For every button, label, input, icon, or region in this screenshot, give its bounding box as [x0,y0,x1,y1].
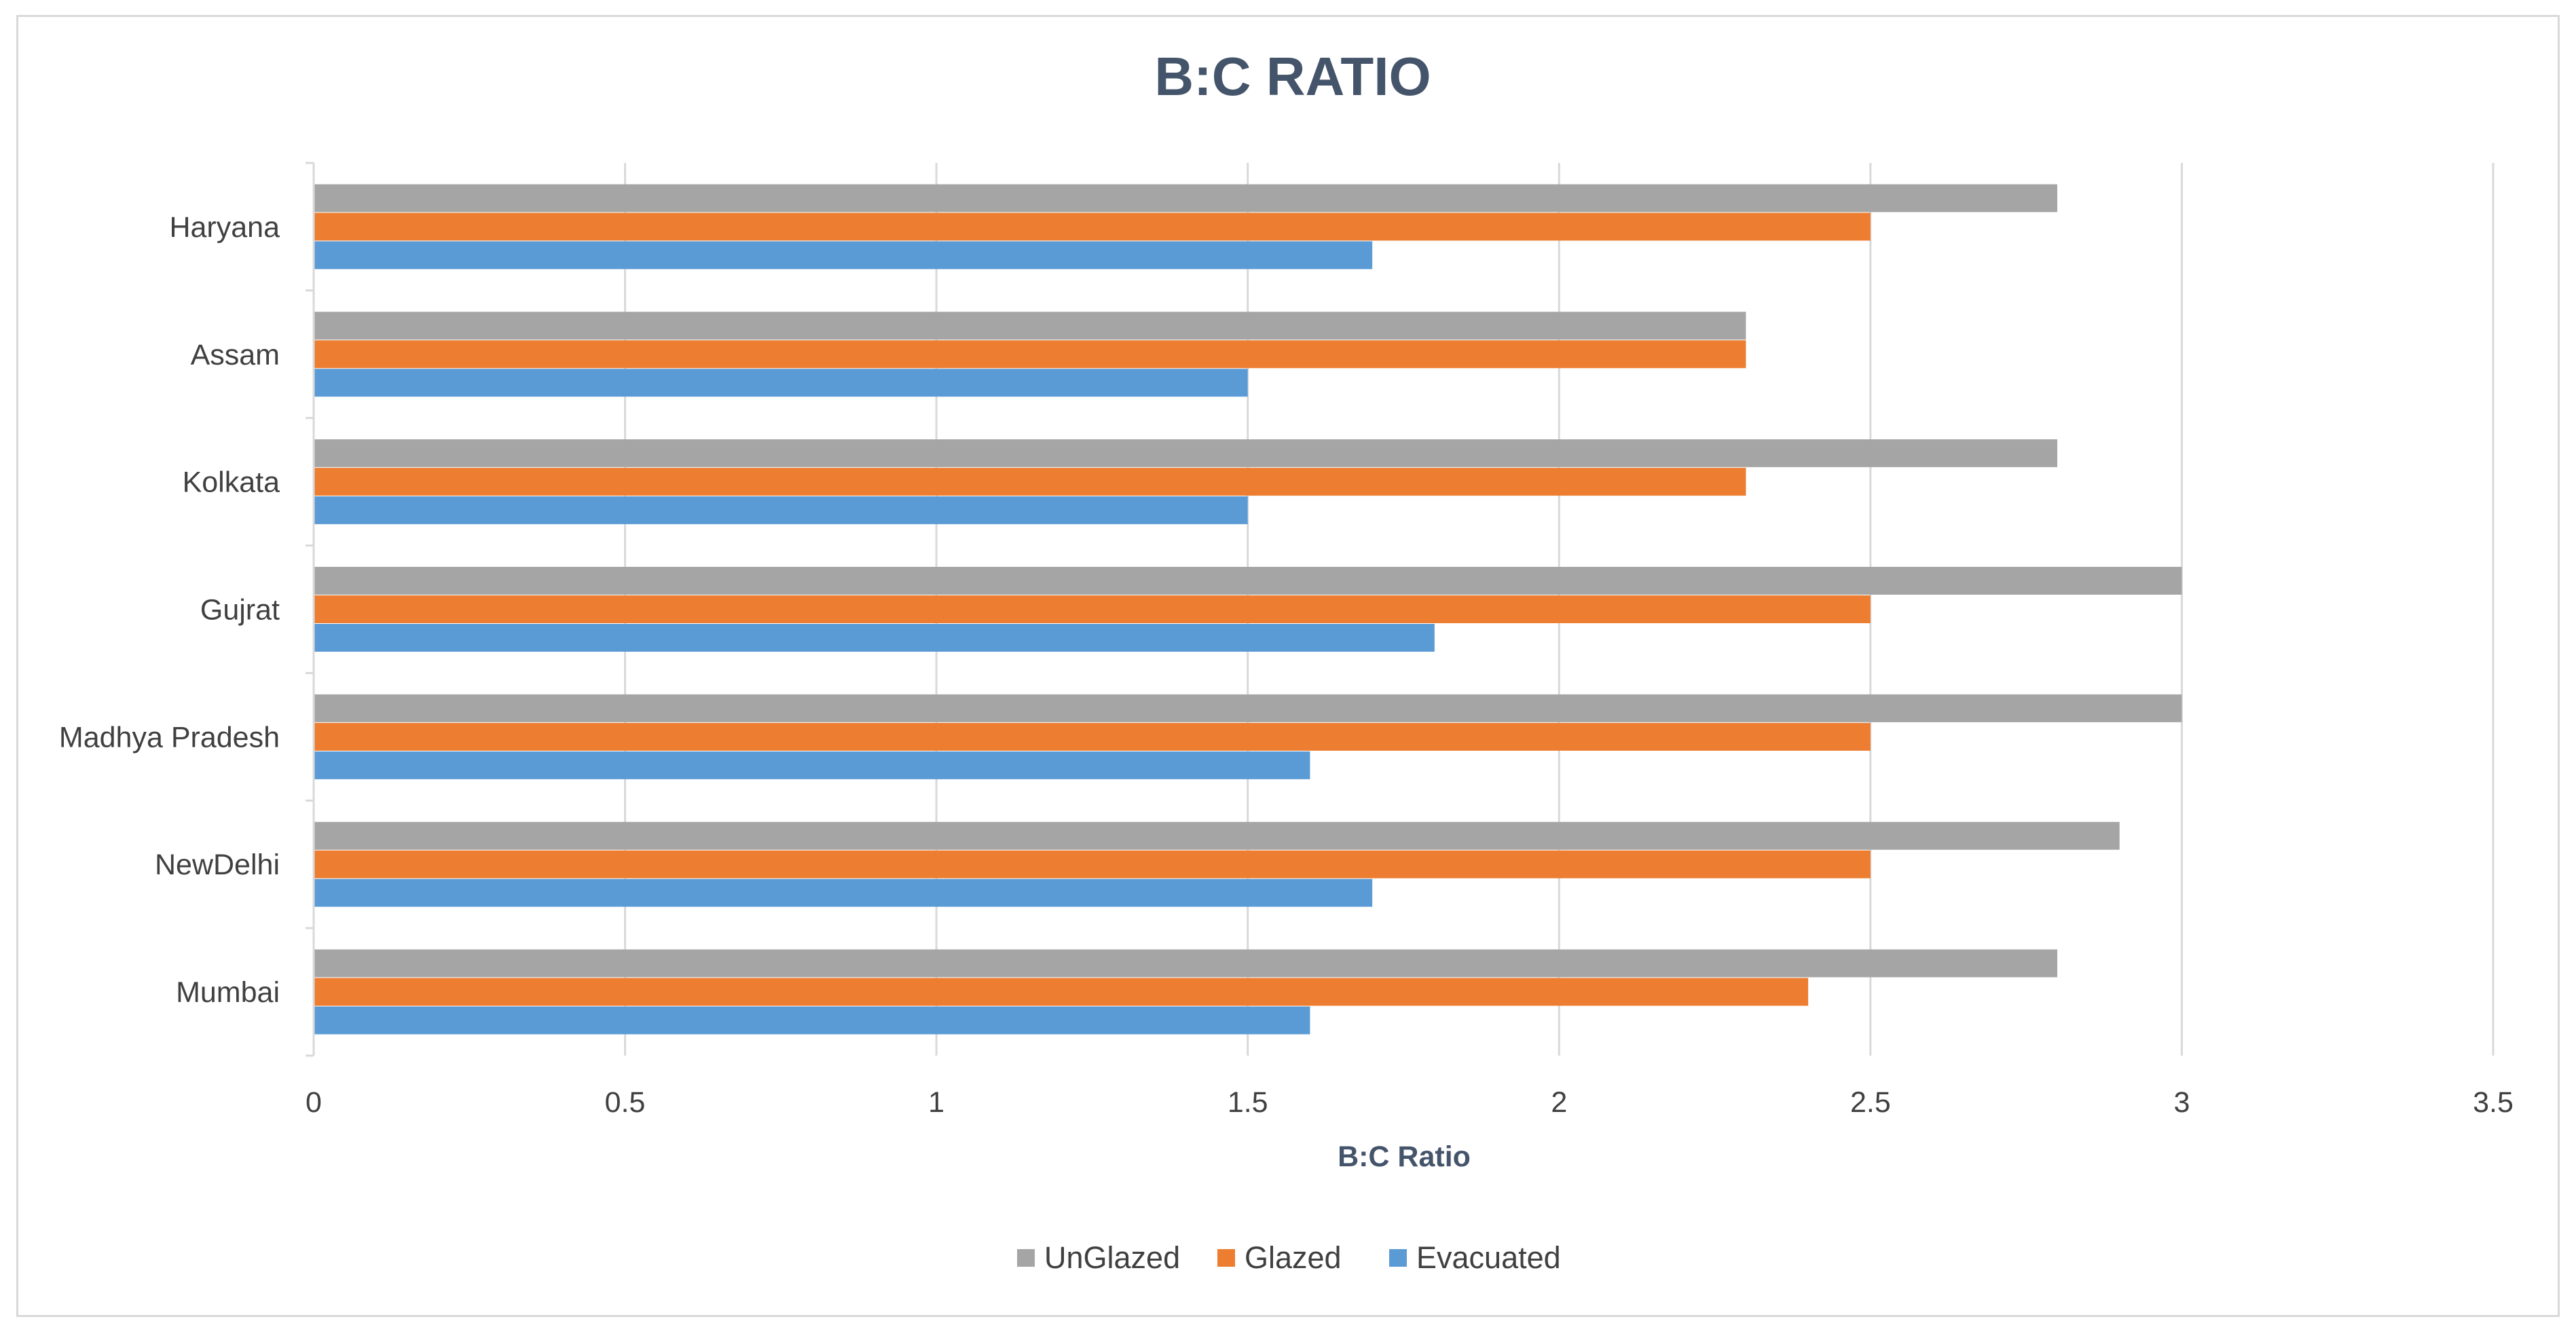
legend-swatch-glazed [1217,1249,1235,1267]
x-tick-label: 0 [306,1086,322,1119]
bar-evacuated-haryana [314,241,1373,270]
category-label: NewDelhi [155,849,280,881]
bar-glazed-mumbai [314,978,1809,1006]
legend-swatch-evacuated [1389,1249,1407,1267]
x-tick-label: 3.5 [2473,1086,2514,1119]
category-label: Madhya Pradesh [59,721,280,754]
bar-unglazed-assam [314,312,1746,340]
category-label: Kolkata [183,466,280,499]
legend-swatch-unglazed [1017,1249,1035,1267]
x-tick-label: 2.5 [1850,1086,1891,1119]
x-tick-label: 3 [2173,1086,2190,1119]
legend: UnGlazed Glazed Evacuated [1017,1240,1561,1275]
category-label: Haryana [169,211,280,244]
bar-unglazed-haryana [314,184,2057,212]
x-tick-label: 1.5 [1228,1086,1268,1119]
bar-unglazed-kolkata [314,439,2057,468]
bar-glazed-assam [314,340,1746,369]
x-tick-label: 0.5 [605,1086,646,1119]
bar-evacuated-mumbai [314,1006,1310,1035]
bars [314,184,2182,1035]
legend-label-unglazed: UnGlazed [1044,1240,1180,1275]
x-tick-label: 2 [1551,1086,1567,1119]
bar-evacuated-newdelhi [314,878,1373,907]
bar-unglazed-madhya-pradesh [314,694,2182,722]
bar-glazed-madhya-pradesh [314,722,1871,751]
bar-glazed-haryana [314,212,1871,241]
bar-unglazed-newdelhi [314,821,2120,850]
bar-unglazed-gujrat [314,567,2182,595]
x-tick-labels: 0 0.5 1 1.5 2 2.5 3 3.5 [306,1086,2514,1119]
bar-glazed-newdelhi [314,850,1871,878]
axes [306,162,315,1057]
bar-evacuated-gujrat [314,624,1435,652]
category-label: Assam [191,339,280,371]
x-tick-label: 1 [928,1086,944,1119]
category-label: Gujrat [200,594,280,627]
bar-unglazed-mumbai [314,949,2057,978]
bar-glazed-kolkata [314,468,1746,496]
bar-glazed-gujrat [314,595,1871,623]
legend-label-evacuated: Evacuated [1416,1240,1561,1275]
bar-evacuated-madhya-pradesh [314,751,1310,779]
x-axis-title: B:C Ratio [1338,1140,1471,1173]
legend-label-glazed: Glazed [1245,1240,1342,1275]
bar-evacuated-assam [314,369,1248,397]
chart-title: B:C RATIO [1154,46,1431,107]
category-label: Mumbai [176,976,280,1009]
category-labels: Mumbai NewDelhi Madhya Pradesh Gujrat Kolkat… [59,211,280,1009]
bar-evacuated-kolkata [314,496,1248,525]
